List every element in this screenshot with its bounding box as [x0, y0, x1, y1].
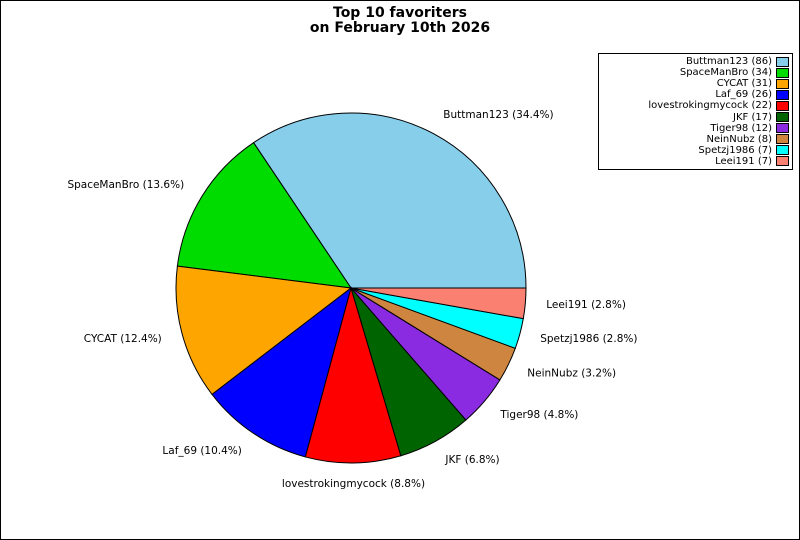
legend-item-neinnubz: NeinNubz (8) — [602, 134, 789, 145]
chart-title: Top 10 favoriters on February 10th 2026 — [1, 6, 799, 36]
legend-swatch — [776, 78, 789, 89]
legend-label: lovestrokingmycock (22) — [648, 100, 772, 112]
legend-swatch — [776, 123, 789, 134]
slice-label-spacemanbro: SpaceManBro (13.6%) — [67, 179, 184, 191]
legend-item-spetzj1986: Spetzj1986 (7) — [602, 145, 789, 156]
pie-slice-cycat — [175, 265, 353, 396]
legend-swatch — [776, 100, 789, 111]
legend-label: CYCAT (31) — [716, 78, 772, 90]
legend-label: JKF (17) — [733, 111, 772, 123]
slice-label-lovestrokingmycock: lovestrokingmycock (8.8%) — [282, 478, 425, 490]
slice-label-buttman123: Buttman123 (34.4%) — [443, 109, 553, 121]
legend-swatch — [776, 134, 789, 145]
chart-title-line1: Top 10 favoriters — [333, 5, 467, 21]
legend-swatch — [776, 67, 789, 78]
pie-slice-leei191 — [350, 287, 527, 320]
legend-item-laf_69: Laf_69 (26) — [602, 89, 789, 100]
slice-label-jkf: JKF (6.8%) — [444, 454, 499, 466]
legend-item-buttman123: Buttman123 (86) — [602, 56, 789, 67]
legend-label: Buttman123 (86) — [685, 56, 772, 67]
legend-swatch — [776, 89, 789, 100]
slice-label-neinnubz: NeinNubz (3.2%) — [527, 368, 616, 380]
legend-item-cycat: CYCAT (31) — [602, 78, 789, 89]
slice-label-tiger98: Tiger98 (4.8%) — [499, 409, 578, 421]
legend-item-jkf: JKF (17) — [602, 112, 789, 123]
pie-slice-buttman123 — [252, 112, 527, 289]
legend: Buttman123 (86) SpaceManBro (34) CYCAT (31… — [598, 53, 793, 170]
chart-title-line2: on February 10th 2026 — [309, 20, 491, 36]
legend-label: Tiger98 (12) — [710, 122, 772, 134]
legend-label: Spetzj1986 (7) — [698, 144, 772, 156]
slice-label-laf_69: Laf_69 (10.4%) — [162, 445, 241, 457]
legend-item-spacemanbro: SpaceManBro (34) — [602, 67, 789, 78]
legend-swatch — [776, 112, 789, 123]
slice-label-leei191: Leei191 (2.8%) — [546, 299, 626, 311]
legend-swatch — [776, 145, 789, 156]
legend-label: NeinNubz (8) — [706, 133, 772, 145]
legend-label: Leei191 (7) — [715, 155, 772, 167]
legend-item-leei191: Leei191 (7) — [602, 156, 789, 167]
slice-label-cycat: CYCAT (12.4%) — [84, 333, 162, 345]
slice-label-spetzj1986: Spetzj1986 (2.8%) — [540, 333, 637, 345]
legend-swatch — [776, 56, 789, 67]
legend-label: SpaceManBro (34) — [679, 67, 772, 79]
legend-label: Laf_69 (26) — [715, 89, 772, 101]
pie-slice-spacemanbro — [176, 141, 353, 289]
legend-swatch — [776, 156, 789, 167]
pie-slice-lovestrokingmycock — [304, 286, 402, 464]
legend-item-tiger98: Tiger98 (12) — [602, 123, 789, 134]
legend-item-lovestrokingmycock: lovestrokingmycock (22) — [602, 100, 789, 111]
